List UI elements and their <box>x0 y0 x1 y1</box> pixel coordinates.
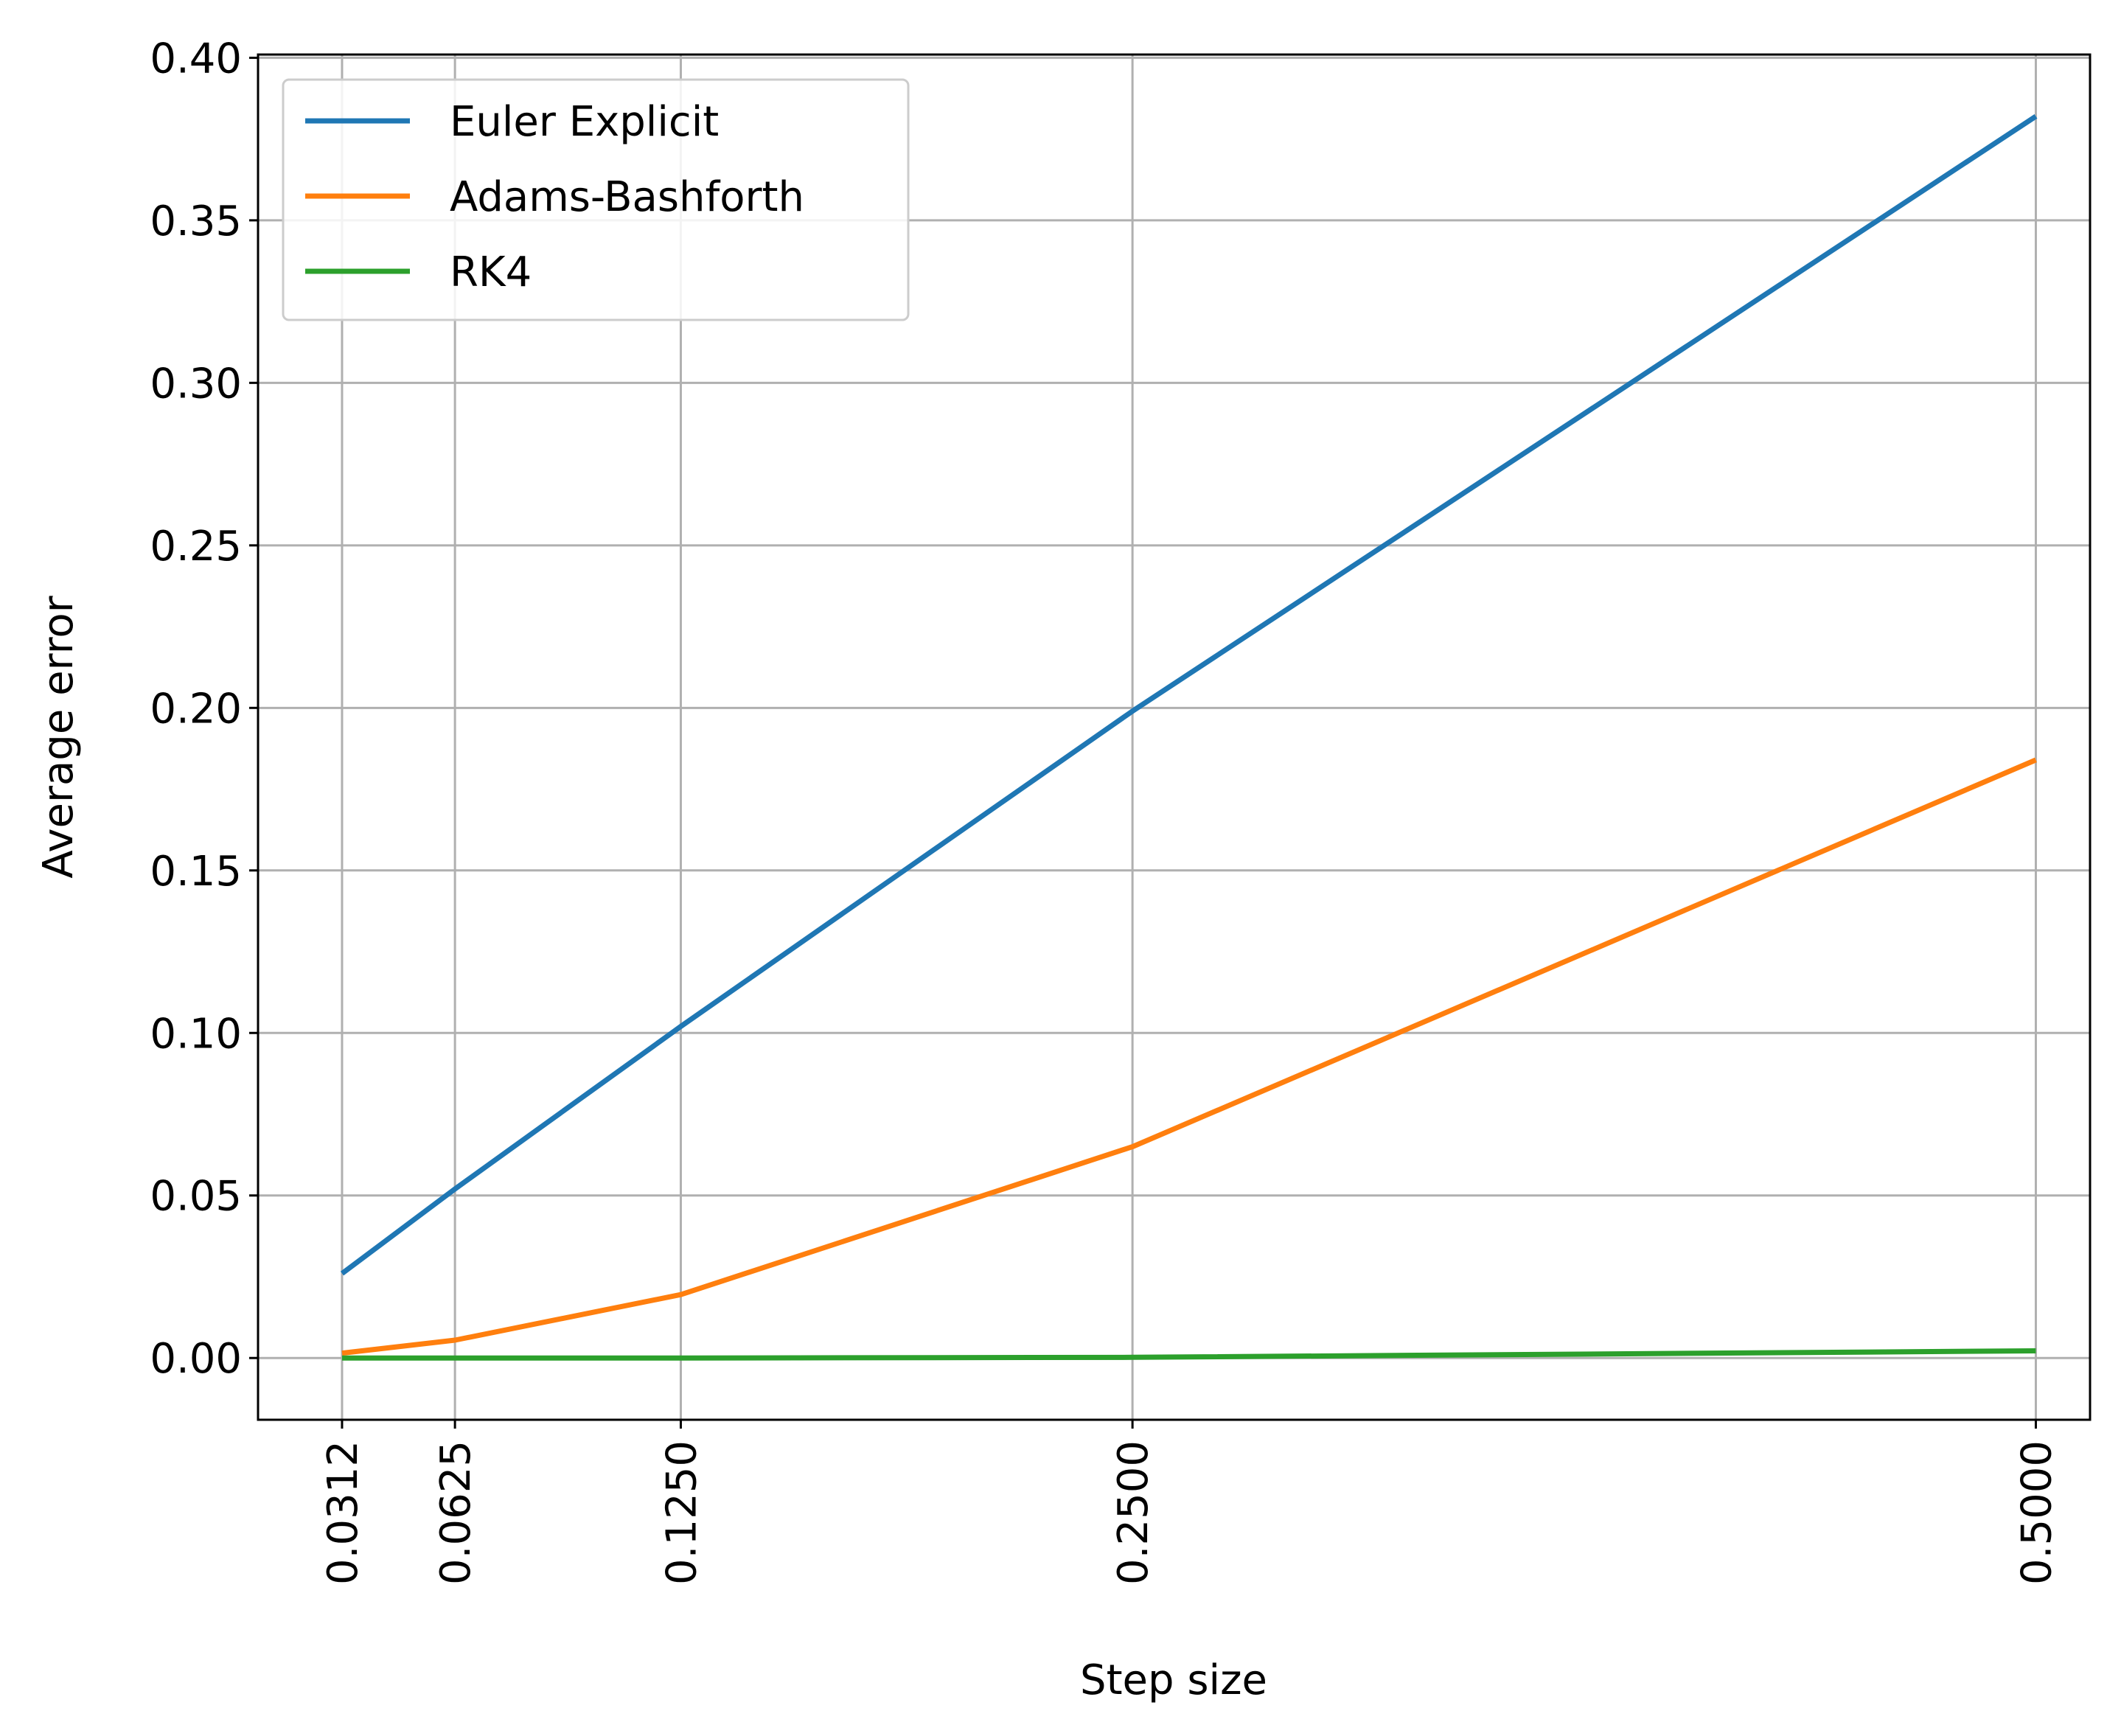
legend-label: RK4 <box>450 248 532 296</box>
x-tick-label: 0.1250 <box>658 1440 706 1585</box>
y-tick-label: 0.20 <box>150 685 242 733</box>
x-axis-label: Step size <box>1080 1656 1267 1704</box>
series-lines <box>340 114 2038 1361</box>
y-tick-label: 0.30 <box>150 360 242 408</box>
y-tick-label: 0.00 <box>150 1335 242 1383</box>
legend-label: Adams-Bashforth <box>450 173 804 221</box>
x-tick-label: 0.0312 <box>319 1440 367 1585</box>
x-tick-label: 0.0625 <box>432 1440 480 1585</box>
legend-box <box>282 78 910 321</box>
y-tick-label: 0.10 <box>150 1010 242 1058</box>
y-tick-label: 0.05 <box>150 1173 242 1221</box>
y-axis-label: Average error <box>35 595 83 878</box>
legend: Euler Explicit Adams-Bashforth RK4 <box>282 78 910 321</box>
y-tick-label: 0.35 <box>150 198 242 245</box>
series-line <box>342 1348 2036 1361</box>
x-tick-label: 0.5000 <box>2013 1440 2061 1585</box>
series-line <box>341 757 2037 1356</box>
plot-frame <box>257 53 2092 1421</box>
y-tick-label: 0.25 <box>150 523 242 571</box>
legend-label: Euler Explicit <box>450 98 719 146</box>
series-line <box>340 114 2038 1276</box>
y-tick-label: 0.15 <box>150 848 242 896</box>
axis-ticks: 0.00 0.05 0.10 0.15 0.20 0.25 0.30 0.35 0.40 0.03… <box>150 35 2061 1585</box>
x-tick-label: 0.2500 <box>1110 1440 1157 1585</box>
y-tick-label: 0.40 <box>150 35 242 83</box>
